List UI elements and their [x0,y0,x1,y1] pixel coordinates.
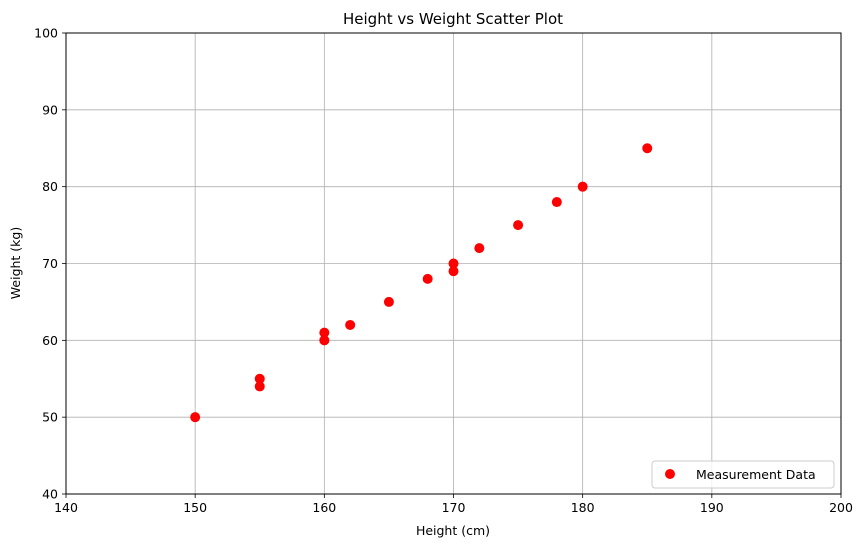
x-tick-label: 140 [54,500,78,515]
y-tick-label: 60 [42,333,58,348]
y-axis: 40 50 60 70 80 90 100 [34,26,66,502]
chart-title: Height vs Weight Scatter Plot [343,10,563,28]
data-point [513,220,524,231]
x-axis: 140 150 160 170 180 190 200 [54,494,853,515]
y-tick-label: 90 [42,102,58,117]
y-tick-label: 100 [34,26,58,41]
x-tick-label: 190 [700,500,724,515]
data-point [345,319,356,330]
x-tick-label: 170 [442,500,466,515]
x-tick-label: 150 [183,500,207,515]
data-point [577,181,588,192]
x-axis-label: Height (cm) [416,523,490,538]
data-point [448,266,459,277]
data-point [254,381,265,392]
data-point [383,296,394,307]
x-tick-label: 160 [312,500,336,515]
y-axis-label: Weight (kg) [8,227,23,299]
data-point [474,243,485,254]
data-point [319,327,330,338]
legend-frame [651,460,835,489]
data-point [422,273,433,284]
x-tick-label: 180 [571,500,595,515]
data-point [642,143,653,154]
data-point [319,335,330,346]
y-tick-label: 50 [42,410,58,425]
legend: Measurement Data [651,460,835,489]
y-tick-label: 40 [42,487,58,502]
data-point [551,197,562,208]
data-point [448,258,459,269]
data-points [190,143,653,423]
legend-marker [665,469,675,479]
data-point [190,412,201,423]
y-tick-label: 80 [42,179,58,194]
x-tick-label: 200 [829,500,853,515]
data-point [254,373,265,384]
legend-label: Measurement Data [696,467,816,482]
y-tick-label: 70 [42,256,58,271]
